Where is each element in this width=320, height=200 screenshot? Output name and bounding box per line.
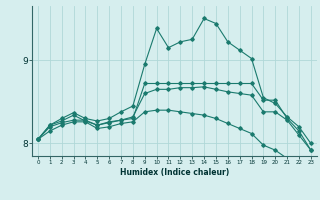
X-axis label: Humidex (Indice chaleur): Humidex (Indice chaleur) bbox=[120, 168, 229, 177]
